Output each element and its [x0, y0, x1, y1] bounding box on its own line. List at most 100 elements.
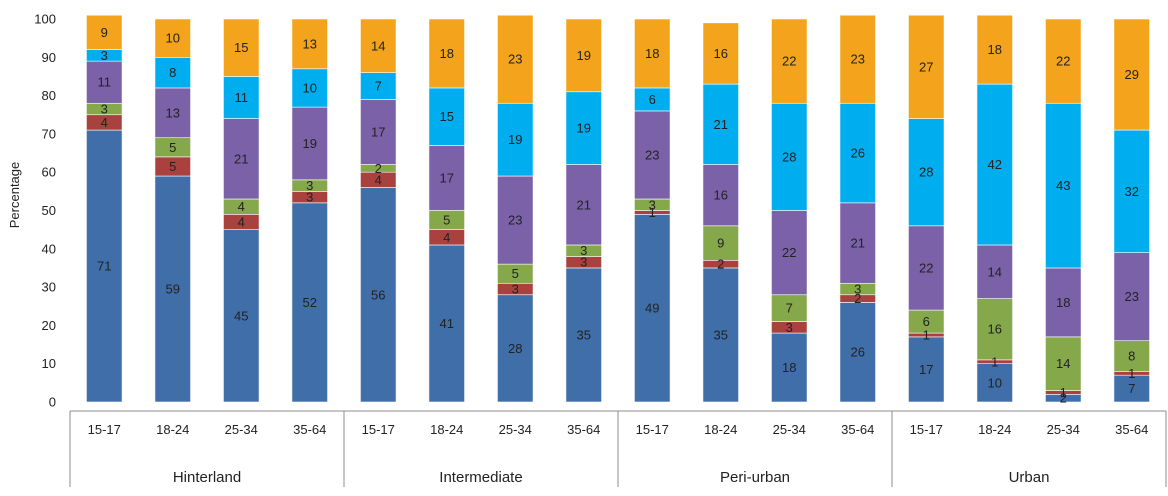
bar-value-label: 8 — [169, 65, 176, 80]
bar-value-label: 18 — [782, 360, 796, 375]
bar-segment — [702, 22, 739, 85]
bar-segment — [908, 14, 945, 119]
category-label: 18-24 — [430, 422, 463, 437]
y-tick-label: 80 — [42, 88, 56, 103]
bar-value-label: 19 — [508, 132, 522, 147]
bar-value-label: 13 — [166, 105, 180, 120]
bar-segment — [771, 294, 808, 322]
bar-value-label: 9 — [101, 25, 108, 40]
bar-value-label: 14 — [1056, 356, 1070, 371]
bar-segment — [839, 302, 876, 403]
bar-value-label: 1 — [649, 205, 656, 220]
bar-value-label: 18 — [988, 42, 1002, 57]
bar-value-label: 7 — [786, 301, 793, 316]
bar-value-label: 14 — [988, 264, 1002, 279]
bar-value-label: 43 — [1056, 178, 1070, 193]
bar-segment — [908, 225, 945, 311]
bar-segment — [1045, 102, 1082, 269]
bar-value-label: 2 — [854, 291, 861, 306]
bar-segment — [86, 60, 123, 104]
bar-value-label: 5 — [169, 159, 176, 174]
bar-segment — [154, 175, 191, 403]
y-tick-label: 100 — [34, 12, 56, 27]
bar-value-label: 21 — [577, 197, 591, 212]
bar-segment — [702, 83, 739, 165]
bar-value-label: 8 — [1128, 349, 1135, 364]
bar-value-label: 11 — [98, 75, 112, 90]
bar-segment — [702, 164, 739, 227]
bar-value-label: 10 — [988, 375, 1002, 390]
bar-segment — [291, 106, 328, 181]
bar-value-label: 3 — [512, 282, 519, 297]
bar-value-label: 26 — [851, 345, 865, 360]
bar-segment — [771, 18, 808, 104]
bar-value-label: 18 — [440, 46, 454, 61]
bar-value-label: 4 — [375, 172, 382, 187]
bar-value-label: 16 — [714, 46, 728, 61]
bar-value-label: 22 — [919, 260, 933, 275]
category-label: 25-34 — [499, 422, 532, 437]
bar-segment — [634, 214, 671, 403]
bar-value-label: 16 — [988, 322, 1002, 337]
bar-segment — [771, 332, 808, 403]
y-tick-label: 0 — [49, 395, 56, 410]
bar-segment — [839, 102, 876, 204]
bar-value-label: 23 — [508, 213, 522, 228]
bar-value-label: 29 — [1125, 67, 1139, 82]
bar-value-label: 3 — [649, 197, 656, 212]
bar-segment — [291, 18, 328, 70]
bar-segment — [291, 68, 328, 108]
category-label: 35-64 — [1115, 422, 1148, 437]
bar-segment — [223, 18, 260, 77]
bar-value-label: 23 — [508, 52, 522, 67]
bar-value-label: 17 — [919, 362, 933, 377]
bar-value-label: 5 — [512, 266, 519, 281]
bar-value-label: 3 — [580, 243, 587, 258]
bar-value-label: 32 — [1125, 184, 1139, 199]
bar-value-label: 19 — [577, 121, 591, 136]
bar-segment — [771, 102, 808, 211]
bar-segment — [976, 83, 1013, 246]
bar-value-label: 6 — [923, 314, 930, 329]
bar-value-label: 4 — [238, 214, 245, 229]
bar-value-label: 41 — [440, 316, 454, 331]
category-label: 35-64 — [567, 422, 600, 437]
bar-segment — [497, 175, 534, 265]
group-label: Hinterland — [173, 469, 241, 486]
y-tick-label: 90 — [42, 50, 56, 65]
y-tick-label: 20 — [42, 318, 56, 333]
bar-value-label: 3 — [306, 178, 313, 193]
bar-segment — [154, 18, 191, 58]
group-label: Intermediate — [439, 469, 522, 486]
y-tick-label: 50 — [42, 203, 56, 218]
bar-value-label: 7 — [1128, 381, 1135, 396]
bar-segment — [1113, 18, 1150, 131]
group-label: Urban — [1009, 469, 1050, 486]
bar-segment — [1113, 252, 1150, 342]
category-label: 18-24 — [156, 422, 189, 437]
bar-value-label: 21 — [714, 117, 728, 132]
bar-segment — [1113, 129, 1150, 253]
bar-value-label: 18 — [645, 46, 659, 61]
category-label: 15-17 — [88, 422, 121, 437]
bar-segment — [497, 294, 534, 403]
bar-value-label: 49 — [645, 301, 659, 316]
bar-value-label: 23 — [645, 147, 659, 162]
bar-value-label: 59 — [166, 282, 180, 297]
bar-value-label: 19 — [303, 136, 317, 151]
bar-value-label: 56 — [371, 287, 385, 302]
bar-segment — [428, 244, 465, 403]
bar-value-label: 4 — [101, 115, 108, 130]
bar-segment — [154, 87, 191, 139]
bar-value-label: 2 — [717, 257, 724, 272]
group-label: Peri-urban — [720, 469, 790, 486]
bar-value-label: 22 — [782, 245, 796, 260]
bar-value-label: 13 — [303, 36, 317, 51]
category-label: 15-17 — [362, 422, 395, 437]
bar-segment — [839, 14, 876, 104]
bar-value-label: 1 — [991, 354, 998, 369]
bar-segment — [634, 18, 671, 89]
bar-segment — [86, 129, 123, 403]
